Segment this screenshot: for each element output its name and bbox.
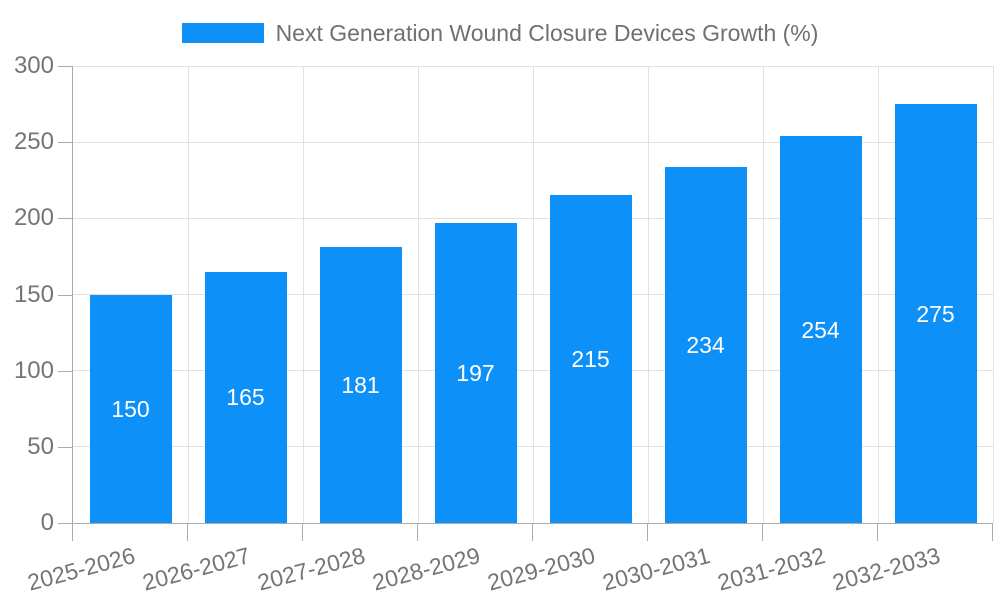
x-axis-tick-label: 2029-2030 bbox=[484, 542, 598, 596]
legend-label: Next Generation Wound Closure Devices Gr… bbox=[275, 20, 819, 46]
y-axis-tick bbox=[58, 142, 73, 144]
y-axis-tick-label: 300 bbox=[13, 52, 54, 79]
y-axis-tick bbox=[58, 523, 73, 524]
y-axis-tick bbox=[58, 446, 73, 448]
x-axis-tick bbox=[187, 523, 188, 541]
y-axis-line bbox=[72, 66, 73, 541]
bar-value-label: 254 bbox=[801, 316, 840, 343]
grid-line-vertical bbox=[302, 66, 304, 523]
x-axis-tick bbox=[877, 523, 878, 541]
x-axis-tick bbox=[417, 523, 418, 541]
x-axis-tick-label: 2027-2028 bbox=[254, 542, 368, 596]
bar-value-label: 150 bbox=[111, 395, 150, 422]
bar-2030-2031[interactable] bbox=[664, 166, 747, 523]
x-axis-tick-label: 2032-2033 bbox=[829, 542, 943, 596]
y-axis-tick bbox=[58, 370, 73, 372]
grid-line-vertical bbox=[992, 66, 994, 523]
grid-line-vertical bbox=[762, 66, 764, 523]
bar-value-label: 181 bbox=[341, 372, 380, 399]
y-axis-tick bbox=[58, 294, 73, 296]
x-axis-tick bbox=[992, 523, 993, 541]
bar-value-label: 197 bbox=[456, 359, 495, 386]
y-axis-tick-label: 0 bbox=[40, 509, 54, 536]
grid-line-vertical bbox=[532, 66, 534, 523]
bar-value-label: 234 bbox=[686, 331, 725, 358]
y-axis-tick-label: 200 bbox=[13, 204, 54, 232]
bar-2029-2030[interactable] bbox=[549, 195, 632, 523]
x-axis-tick bbox=[762, 523, 763, 541]
x-axis-tick bbox=[72, 523, 73, 541]
x-axis-tick-label: 2031-2032 bbox=[714, 542, 828, 596]
y-axis-tick bbox=[58, 66, 73, 67]
bar-value-label: 165 bbox=[226, 384, 265, 411]
x-axis-tick-label: 2030-2031 bbox=[599, 542, 713, 596]
y-axis-tick-label: 100 bbox=[13, 356, 54, 384]
x-axis-tick-label: 2026-2027 bbox=[139, 542, 253, 596]
x-axis-tick-label: 2025-2026 bbox=[24, 542, 138, 596]
x-axis-tick bbox=[647, 523, 648, 541]
bar-2031-2032[interactable] bbox=[779, 136, 862, 523]
bar-2025-2026[interactable] bbox=[89, 294, 172, 523]
legend-swatch bbox=[181, 23, 264, 43]
grid-line-vertical bbox=[647, 66, 649, 523]
bar-2032-2033[interactable] bbox=[894, 104, 977, 523]
x-axis-tick-label: 2028-2029 bbox=[369, 542, 483, 596]
bar-2028-2029[interactable] bbox=[434, 222, 517, 523]
y-axis-tick-label: 50 bbox=[27, 432, 54, 460]
grid-line-vertical bbox=[187, 66, 189, 523]
legend-item[interactable]: Next Generation Wound Closure Devices Gr… bbox=[0, 20, 1000, 46]
y-axis-tick-label: 150 bbox=[13, 280, 54, 308]
bar-2027-2028[interactable] bbox=[319, 247, 402, 523]
bar-2026-2027[interactable] bbox=[204, 271, 287, 523]
bar-value-label: 215 bbox=[571, 346, 610, 373]
x-axis-tick bbox=[302, 523, 303, 541]
x-axis-tick bbox=[532, 523, 533, 541]
y-axis-tick-label: 250 bbox=[13, 128, 54, 156]
bar-value-label: 275 bbox=[916, 300, 955, 327]
grid-line-vertical bbox=[417, 66, 419, 523]
grid-line-vertical bbox=[877, 66, 879, 523]
y-axis-tick bbox=[58, 218, 73, 220]
